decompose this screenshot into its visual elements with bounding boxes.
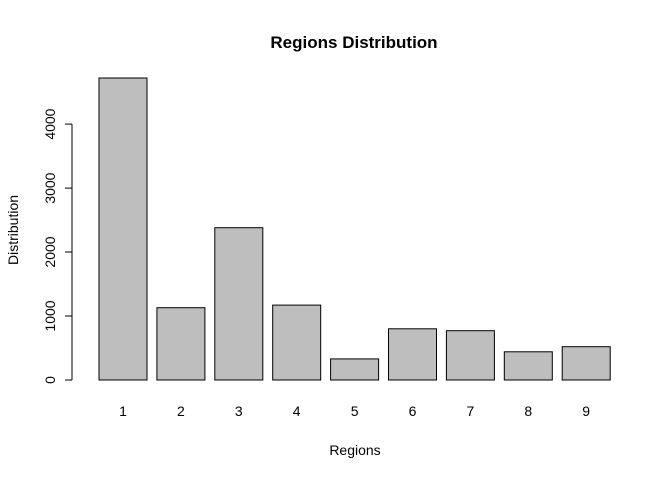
x-axis-label: Regions (329, 442, 380, 458)
bar-region-6 (388, 328, 437, 381)
bar-region-5 (330, 358, 380, 381)
x-tick-label: 4 (293, 403, 301, 419)
y-axis: 0 1000 2000 3000 4000 (42, 108, 73, 384)
chart-title: Regions Distribution (270, 33, 437, 52)
bar-region-7 (445, 330, 495, 381)
y-tick-label: 1000 (42, 300, 58, 331)
x-tick-label: 6 (409, 403, 417, 419)
x-tick-label: 2 (177, 403, 185, 419)
x-tick-label: 8 (524, 403, 532, 419)
bar-region-9 (561, 346, 611, 381)
bar-region-2 (156, 307, 206, 381)
bars (98, 77, 611, 381)
y-tick-label: 0 (42, 376, 58, 384)
bar-region-1 (98, 77, 148, 381)
bar-region-3 (214, 227, 264, 381)
x-tick-label: 9 (582, 403, 590, 419)
y-tick-label: 4000 (42, 108, 58, 139)
bar-region-8 (503, 351, 553, 381)
bar-region-4 (272, 304, 322, 381)
x-tick-label: 3 (235, 403, 243, 419)
x-tick-label: 7 (467, 403, 475, 419)
y-axis-label: Distribution (5, 195, 21, 265)
x-tick-label: 1 (119, 403, 127, 419)
x-tick-label: 5 (351, 403, 359, 419)
y-tick-label: 2000 (42, 236, 58, 267)
x-tick-labels: 1 2 3 4 5 6 7 8 9 (119, 403, 590, 419)
y-tick-label: 3000 (42, 172, 58, 203)
